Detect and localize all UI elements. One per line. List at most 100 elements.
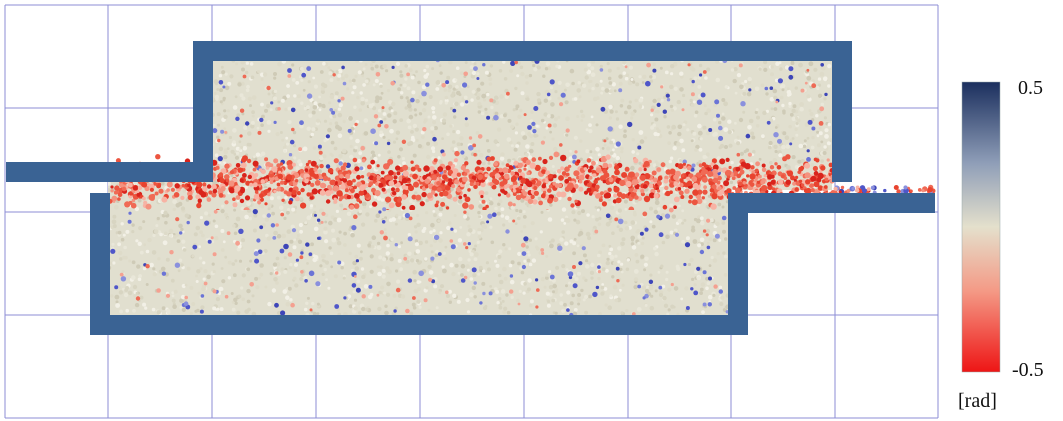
grain-shear-band (475, 181, 480, 186)
grain (472, 273, 477, 278)
grain (341, 76, 345, 81)
grain-red (705, 233, 709, 237)
grain-shear-band (643, 195, 651, 203)
grain (112, 214, 117, 219)
grain (446, 132, 450, 137)
grain (434, 164, 438, 169)
grain (502, 223, 506, 227)
grain-red (184, 295, 188, 300)
grain-shear-band (352, 178, 356, 183)
grain-blue (289, 139, 295, 145)
grain (426, 141, 431, 146)
grain (428, 95, 433, 99)
grain-shear-band (548, 184, 553, 189)
grain (406, 86, 411, 91)
grain (407, 251, 412, 256)
grain (747, 80, 752, 85)
grain-shear-band (371, 201, 378, 207)
grain-shear-band (681, 174, 685, 178)
grain (232, 105, 238, 110)
grain (430, 130, 434, 134)
grain-shear-band (478, 190, 485, 197)
grain (283, 216, 287, 220)
grain-blue (700, 92, 706, 98)
grain (605, 260, 610, 266)
grain (623, 129, 627, 133)
grain-blue (482, 291, 486, 296)
grain (384, 310, 389, 315)
grain-exit (866, 187, 871, 192)
grain-shear-band (385, 196, 392, 203)
grain (383, 291, 386, 295)
grain-shear-band (218, 193, 224, 198)
grain (236, 310, 241, 315)
grain (459, 136, 464, 141)
grain-shear-band (130, 202, 137, 209)
grain-shear-band (628, 206, 635, 210)
grain (290, 224, 295, 229)
grain (826, 141, 831, 146)
grain-shear-band (367, 164, 372, 170)
grain-blue (317, 144, 322, 149)
grain-shear-band (628, 197, 633, 202)
grain (673, 228, 678, 233)
grain (620, 262, 624, 266)
grain-blue (186, 220, 190, 225)
grain (334, 121, 339, 125)
grain-shear-band (604, 192, 612, 199)
grain (454, 101, 459, 107)
grain (555, 288, 559, 292)
grain (747, 125, 752, 130)
grain (702, 155, 707, 159)
grain-shear-band (586, 182, 592, 188)
grain-red (477, 134, 483, 139)
grain-red (156, 288, 161, 293)
grain (247, 96, 252, 101)
grain-shear-band (476, 159, 482, 165)
grain-blue (452, 108, 457, 113)
grain-shear-band (813, 181, 820, 188)
grain (620, 146, 624, 151)
grain (700, 220, 705, 226)
grain-blue (279, 248, 285, 254)
grain-blue (488, 291, 493, 296)
grain (600, 285, 605, 290)
grain-shear-band (260, 169, 266, 175)
grain (562, 187, 565, 188)
grain (750, 131, 755, 136)
grain-shear-band (683, 182, 689, 188)
grain (360, 96, 365, 102)
shear-band-grains (108, 150, 936, 210)
grain (384, 304, 388, 308)
grain (382, 257, 387, 262)
grain (323, 259, 326, 263)
grain-shear-band (354, 193, 360, 199)
grain-shear-band (440, 201, 446, 207)
grain-shear-band (469, 182, 474, 187)
grain (377, 153, 381, 157)
grain (790, 61, 795, 66)
grain-shear-band (304, 178, 309, 184)
grain (453, 147, 458, 152)
grain (337, 312, 341, 315)
grain (434, 253, 439, 257)
grain-blue (347, 128, 352, 133)
grain-shear-band (531, 179, 536, 185)
grain (770, 107, 774, 111)
grain (510, 260, 515, 265)
grain (330, 140, 335, 145)
grain-blue (493, 114, 499, 121)
grain (786, 165, 791, 170)
grain-shear-band (244, 195, 251, 201)
grain (496, 143, 500, 147)
grain-shear-band (813, 171, 819, 176)
grain-shear-band (558, 175, 564, 181)
grain (212, 180, 217, 185)
grain (613, 89, 617, 93)
grain (549, 243, 554, 249)
grain (432, 120, 437, 125)
grain-blue (600, 106, 606, 112)
grain (494, 111, 499, 116)
grain (178, 223, 183, 229)
grain-shear-band (359, 185, 365, 192)
